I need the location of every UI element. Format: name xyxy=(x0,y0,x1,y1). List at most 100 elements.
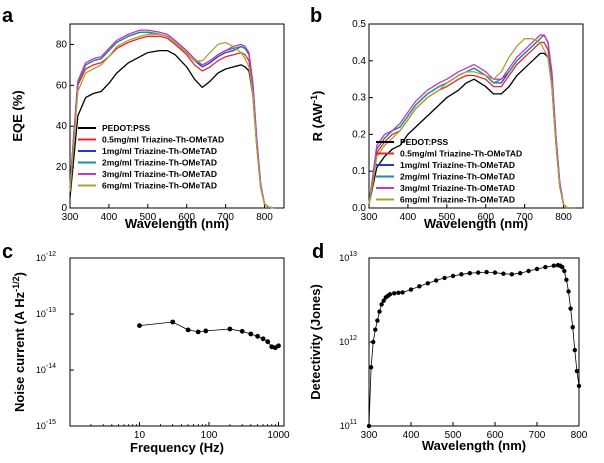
legend-label-a-0: PEDOT:PSS xyxy=(102,123,151,133)
data-point-d-19 xyxy=(450,273,456,279)
x-tick-label: 800 xyxy=(555,212,572,223)
x-tick-label: 500 xyxy=(139,212,156,223)
legend-label-b-0: PEDOT:PSS xyxy=(400,137,449,147)
data-point-c-9 xyxy=(260,336,266,342)
y-tick-label: 0.0 xyxy=(352,203,366,214)
x-tick-label: 700 xyxy=(516,212,533,223)
y-axis-label-c-text: Noise current (A Hz xyxy=(12,291,27,412)
data-point-d-41 xyxy=(574,368,580,374)
y-tick-exponent: -14 xyxy=(46,363,56,370)
panel-c: c 10 100 1000 10-15 10-14 10-13 10-12 Frequenc… xyxy=(2,241,290,455)
plot-frame-d xyxy=(368,257,580,427)
legend-a: PEDOT:PSS 0.5mg/ml Triazine-Th-OMeTAD1mg/… xyxy=(78,123,224,191)
data-point-d-17 xyxy=(434,278,439,283)
data-point-d-18 xyxy=(442,275,447,281)
y-tick-exponent: -15 xyxy=(46,419,56,426)
legend-label-b-3: 2mg/ml Triazine-Th-OMeTAD xyxy=(400,172,515,182)
x-tick-label: 400 xyxy=(403,430,420,441)
panel-a: a 300 400 500 600 700 800 0 20 40 60 80 Wavelength… xyxy=(2,5,285,231)
series-group-a xyxy=(69,29,277,209)
y-axis-label-c-exp: -1/2 xyxy=(11,276,21,292)
panel-label-b: b xyxy=(310,5,322,27)
panel-label-d: d xyxy=(312,241,324,263)
data-point-d-14 xyxy=(408,287,414,292)
x-tick-label: 300 xyxy=(361,212,378,223)
y-tick-exponent: 12 xyxy=(349,335,357,342)
data-point-d-5 xyxy=(377,309,382,314)
y-tick-label: 10-13 xyxy=(36,307,56,319)
data-point-d-15 xyxy=(417,284,422,289)
y-axis-label-a: EQE (%) xyxy=(10,90,25,141)
series-line-b-5 xyxy=(368,38,576,209)
data-point-d-39 xyxy=(570,325,575,330)
y-tick-label: 80 xyxy=(56,39,68,50)
series-group-b xyxy=(368,34,576,209)
legend-label-a-2: 1mg/ml Triazine-Th-OMeTAD xyxy=(102,146,217,156)
data-point-d-31 xyxy=(551,263,556,268)
data-point-d-34 xyxy=(560,264,565,270)
legend-b: PEDOT:PSS 0.5mg/ml Triazine-Th-OMeTAD1mg/… xyxy=(376,137,522,205)
data-point-d-1 xyxy=(368,365,374,370)
y-axis-label-c-tail: ) xyxy=(12,272,27,276)
legend-label-a-1: 0.5mg/ml Triazine-Th-OMeTAD xyxy=(102,135,224,145)
data-point-d-42 xyxy=(576,383,582,389)
panel-d: d 300 400 500 600 700 800 1011 1012 1013 Wavelen… xyxy=(308,241,588,453)
y-tick-exponent: -13 xyxy=(46,307,56,314)
data-point-d-20 xyxy=(459,272,464,277)
x-tick-label: 800 xyxy=(256,212,273,223)
data-point-c-6 xyxy=(239,328,245,334)
x-tick-label: 600 xyxy=(477,212,494,223)
data-point-c-0 xyxy=(137,323,142,328)
data-point-c-1 xyxy=(170,319,176,325)
x-tick-label: 400 xyxy=(101,212,118,223)
axes-d: 300 400 500 600 700 800 1011 1012 1013 xyxy=(339,251,588,441)
data-point-c-7 xyxy=(248,331,254,337)
x-tick-label: 700 xyxy=(529,430,546,441)
x-tick-label: 800 xyxy=(571,430,588,441)
data-point-d-28 xyxy=(526,268,531,274)
plot-frame-c xyxy=(69,257,285,427)
legend-label-b-4: 3mg/ml Triazine-Th-OMeTAD xyxy=(400,183,515,193)
y-tick-label: 20 xyxy=(56,162,68,173)
x-tick-label: 300 xyxy=(361,430,378,441)
y-axis-label-b-tail: ) xyxy=(310,91,325,95)
series-group-d xyxy=(366,263,582,429)
panel-label-c: c xyxy=(2,241,13,263)
data-point-d-21 xyxy=(467,271,472,276)
data-point-d-27 xyxy=(518,271,523,276)
y-tick-label: 10-15 xyxy=(36,419,56,431)
data-point-d-2 xyxy=(371,339,376,345)
data-point-d-13 xyxy=(400,290,405,295)
y-tick-label: 1013 xyxy=(339,251,357,263)
data-point-d-37 xyxy=(566,289,571,294)
y-axis-label-b-text: R (AW xyxy=(310,102,325,141)
x-axis-label-c: Frequency (Hz) xyxy=(130,440,224,455)
y-tick-exponent: 13 xyxy=(349,251,357,258)
y-tick-label: 0.3 xyxy=(352,93,366,104)
legend-label-b-2: 1mg/ml Triazine-Th-OMeTAD xyxy=(400,160,515,170)
data-point-d-22 xyxy=(476,270,481,275)
panel-label-a: a xyxy=(2,5,14,27)
data-point-c-2 xyxy=(185,327,191,333)
x-tick-label: 10 xyxy=(134,430,146,441)
plot-frame-a xyxy=(69,23,285,209)
legend-label-a-5: 6mg/ml Triazine-Th-OMeTAD xyxy=(102,181,217,191)
x-tick-label: 300 xyxy=(62,212,79,223)
data-point-d-16 xyxy=(425,281,430,286)
data-point-d-4 xyxy=(375,318,380,323)
x-tick-label: 400 xyxy=(400,212,417,223)
data-point-d-6 xyxy=(379,302,384,307)
data-point-c-4 xyxy=(203,328,209,334)
x-tick-label: 100 xyxy=(201,430,218,441)
x-tick-label: 500 xyxy=(438,212,455,223)
x-tick-label: 600 xyxy=(487,430,504,441)
series-group-c xyxy=(137,319,281,351)
data-point-d-7 xyxy=(381,298,386,303)
y-tick-label: 40 xyxy=(56,121,68,132)
y-tick-label: 1012 xyxy=(339,335,357,347)
y-tick-label: 60 xyxy=(56,80,68,91)
data-point-c-3 xyxy=(195,329,201,335)
y-tick-label: 10-14 xyxy=(36,363,56,375)
legend-label-b-1: 0.5mg/ml Triazine-Th-OMeTAD xyxy=(400,149,522,159)
